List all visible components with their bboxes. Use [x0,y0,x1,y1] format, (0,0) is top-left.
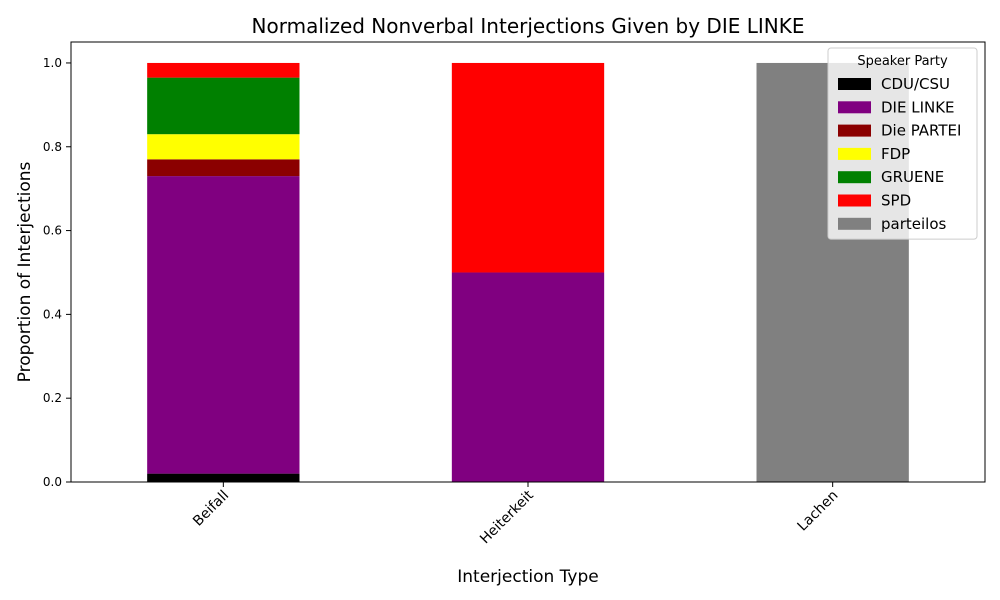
legend-label: SPD [881,192,911,210]
y-tick-label: 0.2 [43,391,62,405]
legend-swatch [838,147,871,160]
x-tick-label: Lachen [795,488,842,535]
bar-segment [147,62,300,78]
y-tick-label: 0.6 [43,224,62,238]
legend: Speaker Party CDU/CSU DIE LINKE Die PARTEI F… [827,47,978,240]
legend-swatch [838,124,871,137]
legend-label: DIE LINKE [881,98,955,116]
legend-label: parteilos [881,215,947,233]
bar-segment [147,176,300,474]
y-tick-label: 1.0 [43,56,62,70]
legend-label: GRUENE [881,168,944,186]
legend-swatch [838,194,871,207]
bar-segment [147,473,300,482]
legend-label: Die PARTEI [881,122,961,140]
x-tick-label: Beifall [190,488,232,530]
legend-swatch [838,217,871,230]
legend-swatch [838,171,871,184]
bar-segment [147,77,300,135]
x-tick-label: Heiterkeit [477,487,537,547]
y-tick-label: 0.0 [43,475,62,489]
bar-segment [147,159,300,177]
bars-group [147,62,909,482]
legend-box [827,47,978,240]
legend-swatch [838,101,871,114]
legend-label: CDU/CSU [881,75,950,93]
legend-swatch [838,78,871,90]
legend-label: FDP [881,145,910,163]
bar-segment [451,62,605,273]
y-tick-label: 0.4 [43,307,62,321]
y-tick-label: 0.8 [43,140,62,154]
legend-title: Speaker Party [857,54,948,69]
chart-title: Normalized Nonverbal Interjections Given… [252,14,805,38]
bar-segment [451,272,605,482]
bar-segment [147,134,300,160]
y-axis-label: Proportion of Interjections [15,161,35,382]
x-axis-label: Interjection Type [457,567,598,587]
